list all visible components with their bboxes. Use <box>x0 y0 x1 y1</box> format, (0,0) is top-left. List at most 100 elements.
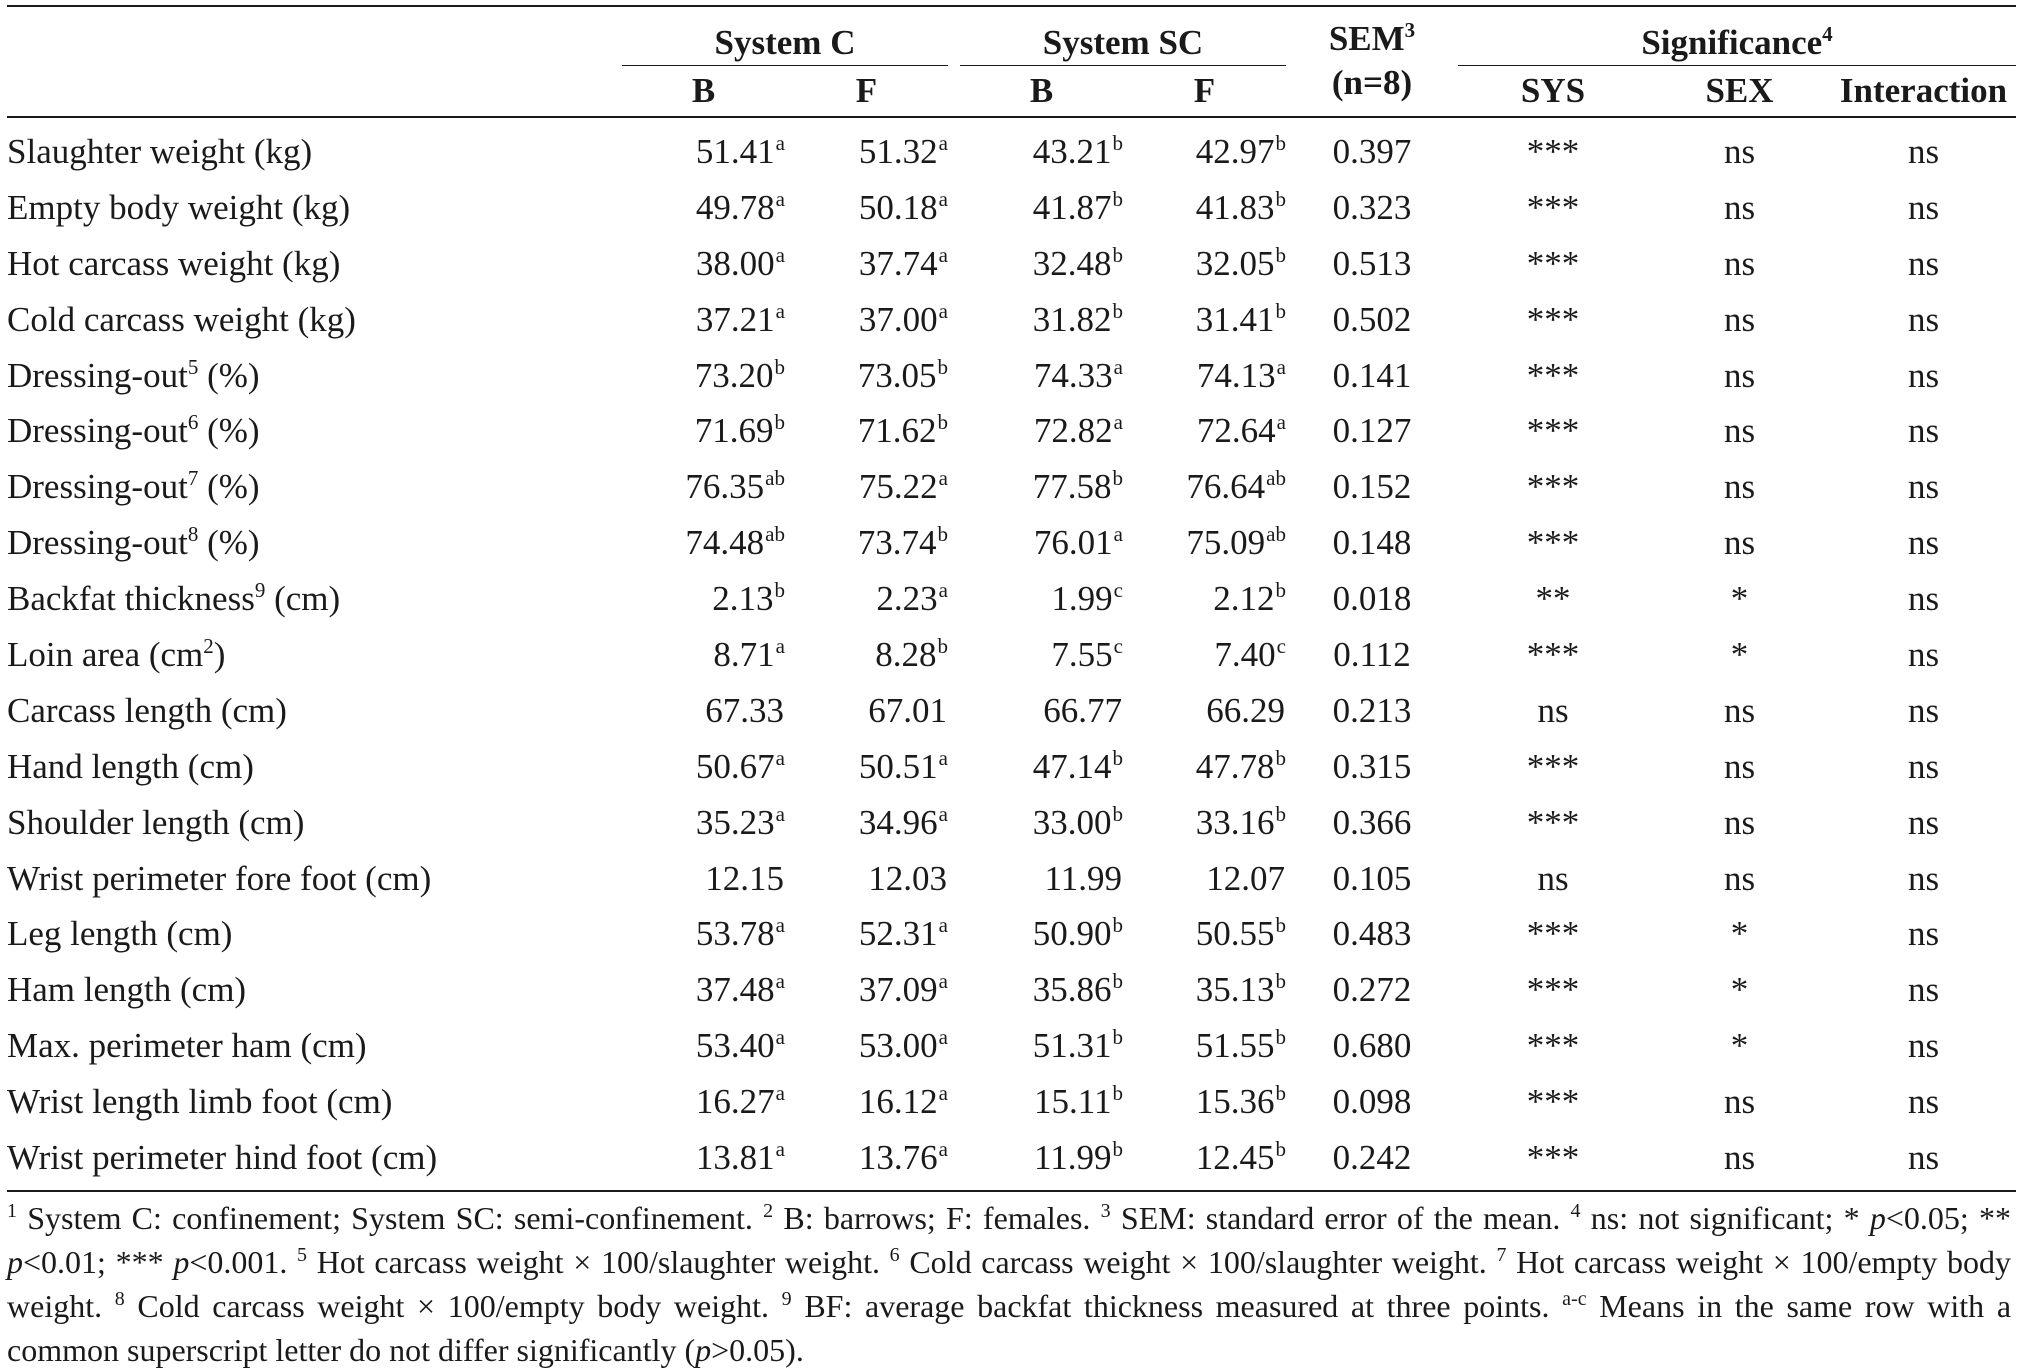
cell-system-c-females-superscript: a <box>938 130 948 155</box>
cell-system-sc-females-superscript: b <box>1275 969 1287 994</box>
cell-system-sc-barrows-superscript: b <box>1112 969 1124 994</box>
cell-system-c-barrows-superscript: a <box>775 298 785 323</box>
row-label: Dressing-out7 (%) <box>7 459 622 515</box>
cell-system-c-females-superscript: a <box>938 1081 948 1106</box>
cell-sig-sys: *** <box>1526 187 1580 227</box>
cell-system-c-females-value: 16.12 <box>858 1082 938 1122</box>
row-label: Ham length (cm) <box>7 962 622 1018</box>
cell-system-sc-females-superscript: b <box>1275 913 1287 938</box>
table-row: Backfat thickness9 (cm) 2.13b 2.23a 1.99c 2.… <box>7 571 2016 627</box>
cell-system-c-barrows: 67.33 <box>622 683 785 739</box>
row-label-text: Dressing-out <box>7 467 188 507</box>
cell-system-sc-barrows: 66.77 <box>960 683 1123 739</box>
cell-system-sc-females-value: 47.78 <box>1195 746 1275 786</box>
cell-system-c-barrows: 71.69b <box>622 403 785 459</box>
cell-system-c-barrows: 51.41a <box>622 117 785 180</box>
footnote-text: ns: not significant; * <box>1580 1200 1870 1236</box>
table-row: Dressing-out5 (%) 73.20b 73.05b 74.33a 74.13… <box>7 348 2016 404</box>
cell-system-c-barrows-value: 35.23 <box>695 802 775 842</box>
cell-gap <box>948 1074 960 1130</box>
cell-system-sc-barrows-superscript: b <box>1112 466 1124 491</box>
cell-system-sc-barrows-value: 1.99 <box>1051 579 1113 619</box>
cell-sig-sex: ns <box>1723 355 1756 395</box>
header-gap <box>948 6 960 66</box>
table-row: Leg length (cm) 53.78a 52.31a 50.90b 50.55b 0… <box>7 906 2016 962</box>
cell-system-c-barrows-superscript: a <box>775 242 785 267</box>
cell-sig-interaction: ns <box>1907 746 1940 786</box>
header-gap-2 <box>948 66 960 118</box>
cell-system-c-barrows-superscript: a <box>775 913 785 938</box>
row-label-text: Dressing-out <box>7 355 188 395</box>
cell-system-sc-barrows-superscript: a <box>1113 522 1123 547</box>
cell-sig-sys: *** <box>1526 299 1580 339</box>
cell-system-sc-barrows: 31.82b <box>960 292 1123 348</box>
cell-sig-sex: ns <box>1723 243 1756 283</box>
cell-gap <box>948 236 960 292</box>
cell-system-sc-females: 75.09ab <box>1123 515 1286 571</box>
cell-system-sc-females-superscript: b <box>1275 242 1287 267</box>
cell-system-c-females-superscript: b <box>937 522 949 547</box>
cell-system-sc-females: 31.41b <box>1123 292 1286 348</box>
cell-sig-sys: ns <box>1537 858 1569 898</box>
cell-system-sc-barrows-superscript: b <box>1112 745 1124 770</box>
row-label: Carcass length (cm) <box>7 683 622 739</box>
cell-system-sc-barrows-superscript: a <box>1113 354 1123 379</box>
cell-gap <box>948 683 960 739</box>
cell-system-sc-females: 50.55b <box>1123 906 1286 962</box>
row-label-footnote-mark: 5 <box>187 354 199 379</box>
cell-sem: 0.680 <box>1332 1026 1412 1066</box>
cell-system-sc-females-superscript: b <box>1275 1136 1287 1161</box>
cell-system-sc-females: 12.45b <box>1123 1130 1286 1191</box>
row-label: Hot carcass weight (kg) <box>7 236 622 292</box>
cell-sig-sys: ** <box>1535 579 1571 619</box>
footnote-text: Cold carcass weight × 100/slaughter weig… <box>899 1244 1497 1280</box>
cell-system-c-barrows-superscript: a <box>775 633 785 658</box>
cell-system-c-barrows-superscript: a <box>775 1081 785 1106</box>
cell-system-sc-females-value: 51.55 <box>1195 1026 1275 1066</box>
cell-system-c-females-value: 37.74 <box>858 243 938 283</box>
cell-system-sc-barrows-superscript: c <box>1113 633 1123 658</box>
cell-system-sc-females-value: 12.07 <box>1206 858 1285 898</box>
cell-system-sc-barrows-value: 41.87 <box>1032 187 1112 227</box>
cell-system-sc-females-value: 15.36 <box>1195 1082 1275 1122</box>
header-sem: SEM3 (n=8) <box>1286 6 1458 117</box>
cell-system-c-barrows-superscript: ab <box>765 466 785 491</box>
footnote-p-symbol: p <box>7 1244 23 1280</box>
cell-sig-interaction: ns <box>1907 634 1940 674</box>
cell-sig-interaction: ns <box>1907 858 1940 898</box>
cell-system-sc-barrows: 15.11b <box>960 1074 1123 1130</box>
row-label-footnote-mark: 7 <box>187 466 199 491</box>
cell-sig-sex: ns <box>1723 299 1756 339</box>
footnote-mark: 4 <box>1570 1200 1581 1222</box>
footnote-text: Means in the same row with a common supe… <box>7 1288 2012 1368</box>
cell-system-c-barrows-value: 12.15 <box>705 858 784 898</box>
cell-system-c-barrows-value: 13.81 <box>695 1137 775 1177</box>
row-label: Dressing-out6 (%) <box>7 403 622 459</box>
cell-sig-interaction: ns <box>1907 579 1940 619</box>
cell-system-c-females-superscript: a <box>938 913 948 938</box>
footnote-text: BF: average backfat thickness measured a… <box>791 1288 1563 1324</box>
cell-system-sc-barrows: 35.86b <box>960 962 1123 1018</box>
table-footnote: 1 System C: confinement; System SC: semi… <box>7 1196 2011 1372</box>
cell-system-c-females: 37.74a <box>785 236 948 292</box>
cell-sem: 0.315 <box>1332 746 1412 786</box>
cell-gap <box>948 117 960 180</box>
cell-system-c-barrows-superscript: a <box>775 969 785 994</box>
table-row: Ham length (cm) 37.48a 37.09a 35.86b 35.13b 0… <box>7 962 2016 1018</box>
cell-system-c-females: 16.12a <box>785 1074 948 1130</box>
cell-system-sc-females-value: 32.05 <box>1195 243 1275 283</box>
footnote-text: B: barrows; F: females. <box>773 1200 1101 1236</box>
row-label-text: Wrist perimeter hind foot (cm) <box>7 1137 438 1177</box>
cell-system-sc-females-value: 75.09 <box>1186 523 1266 563</box>
cell-sem: 0.213 <box>1332 690 1412 730</box>
cell-system-sc-females: 33.16b <box>1123 795 1286 851</box>
row-label: Wrist perimeter fore foot (cm) <box>7 851 622 907</box>
cell-system-c-barrows: 53.78a <box>622 906 785 962</box>
cell-sig-sex: * <box>1730 579 1749 619</box>
row-label: Hand length (cm) <box>7 739 622 795</box>
row-label-unit: (cm) <box>265 579 341 619</box>
cell-system-sc-barrows: 1.99c <box>960 571 1123 627</box>
cell-system-c-barrows-value: 67.33 <box>705 690 784 730</box>
cell-system-sc-females: 32.05b <box>1123 236 1286 292</box>
cell-gap <box>948 962 960 1018</box>
